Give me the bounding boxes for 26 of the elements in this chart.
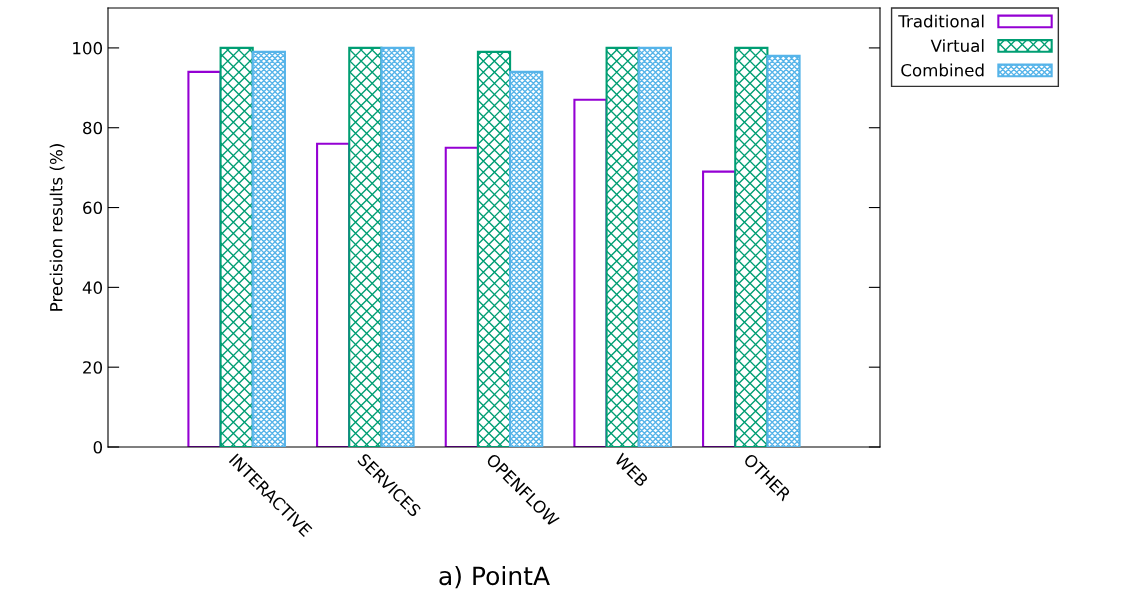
legend-label: Traditional <box>898 14 984 28</box>
bar <box>219 46 254 447</box>
y-tick-label: 60 <box>83 201 103 215</box>
bar <box>702 170 737 447</box>
y-axis-title: Precision results (%) <box>49 144 65 311</box>
bar <box>766 54 801 447</box>
bar <box>316 142 351 447</box>
bar <box>348 46 383 447</box>
bar <box>637 46 672 447</box>
legend-label: Virtual <box>930 39 984 53</box>
y-tick-label: 0 <box>93 440 103 454</box>
legend-label: Combined <box>901 63 984 77</box>
y-tick-label: 40 <box>82 281 103 294</box>
text: a) PointA <box>439 565 550 589</box>
bar <box>734 46 769 447</box>
bar <box>573 98 608 447</box>
bar <box>444 146 479 447</box>
bar <box>187 70 222 447</box>
bar <box>251 50 286 447</box>
bar <box>605 46 640 447</box>
y-tick-label: 100 <box>73 41 103 55</box>
bar <box>509 70 544 447</box>
y-tick-label: 20 <box>83 361 103 374</box>
bar <box>380 46 415 447</box>
y-tick-label: 80 <box>83 121 103 135</box>
bar <box>476 50 512 447</box>
